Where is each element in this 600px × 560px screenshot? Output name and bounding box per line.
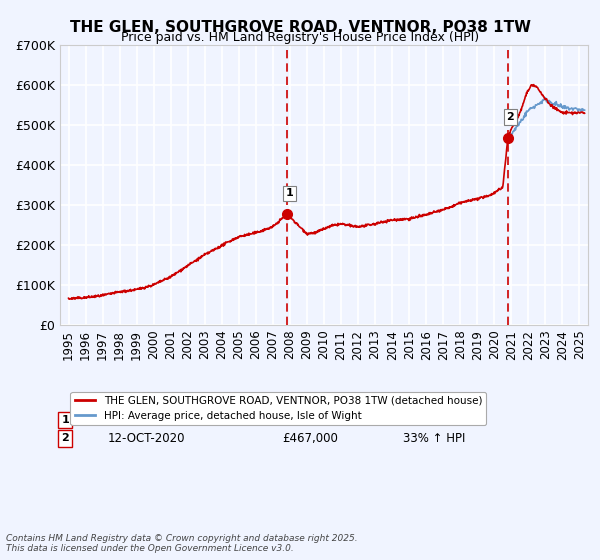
Text: £467,000: £467,000 [282, 432, 338, 445]
Text: 2: 2 [61, 433, 69, 443]
Text: 1% ↑ HPI: 1% ↑ HPI [403, 413, 458, 427]
Text: 12-OCT-2020: 12-OCT-2020 [107, 432, 185, 445]
Text: Contains HM Land Registry data © Crown copyright and database right 2025.
This d: Contains HM Land Registry data © Crown c… [6, 534, 358, 553]
Text: £276,000: £276,000 [282, 413, 338, 427]
Legend: THE GLEN, SOUTHGROVE ROAD, VENTNOR, PO38 1TW (detached house), HPI: Average pric: THE GLEN, SOUTHGROVE ROAD, VENTNOR, PO38… [70, 391, 487, 425]
Text: THE GLEN, SOUTHGROVE ROAD, VENTNOR, PO38 1TW: THE GLEN, SOUTHGROVE ROAD, VENTNOR, PO38… [70, 20, 530, 35]
Text: 2: 2 [506, 112, 514, 122]
Text: 1: 1 [61, 415, 69, 425]
Text: 25-OCT-2007: 25-OCT-2007 [107, 413, 185, 427]
Text: Price paid vs. HM Land Registry's House Price Index (HPI): Price paid vs. HM Land Registry's House … [121, 31, 479, 44]
Text: 1: 1 [286, 188, 293, 198]
Text: 33% ↑ HPI: 33% ↑ HPI [403, 432, 466, 445]
